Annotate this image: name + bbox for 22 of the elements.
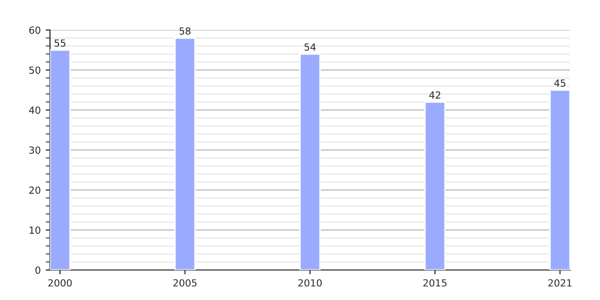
- y-tick-label: 0: [35, 266, 40, 274]
- data-label: 45: [554, 80, 566, 87]
- bar: [299, 53, 321, 270]
- y-tick-label: 40: [29, 106, 40, 114]
- y-tick-label: 50: [29, 66, 40, 74]
- y-tick-label: 20: [29, 186, 40, 194]
- data-label: 42: [429, 91, 440, 99]
- bar: [549, 89, 570, 270]
- y-tick-label: 30: [29, 146, 40, 154]
- data-label: 55: [54, 40, 66, 47]
- x-tick-label: 2015: [423, 279, 447, 287]
- y-tick-label: 60: [29, 26, 40, 34]
- x-tick-label: 2000: [48, 279, 72, 287]
- x-tick-label: 2010: [298, 279, 322, 287]
- bar: [424, 101, 446, 270]
- y-tick-label: 10: [30, 226, 40, 234]
- bar: [50, 49, 71, 270]
- data-label: 54: [304, 44, 316, 51]
- x-tick-label: 2021: [548, 279, 572, 287]
- bar: [174, 37, 196, 270]
- data-label: 58: [180, 27, 191, 35]
- x-tick-label: 2005: [173, 279, 197, 287]
